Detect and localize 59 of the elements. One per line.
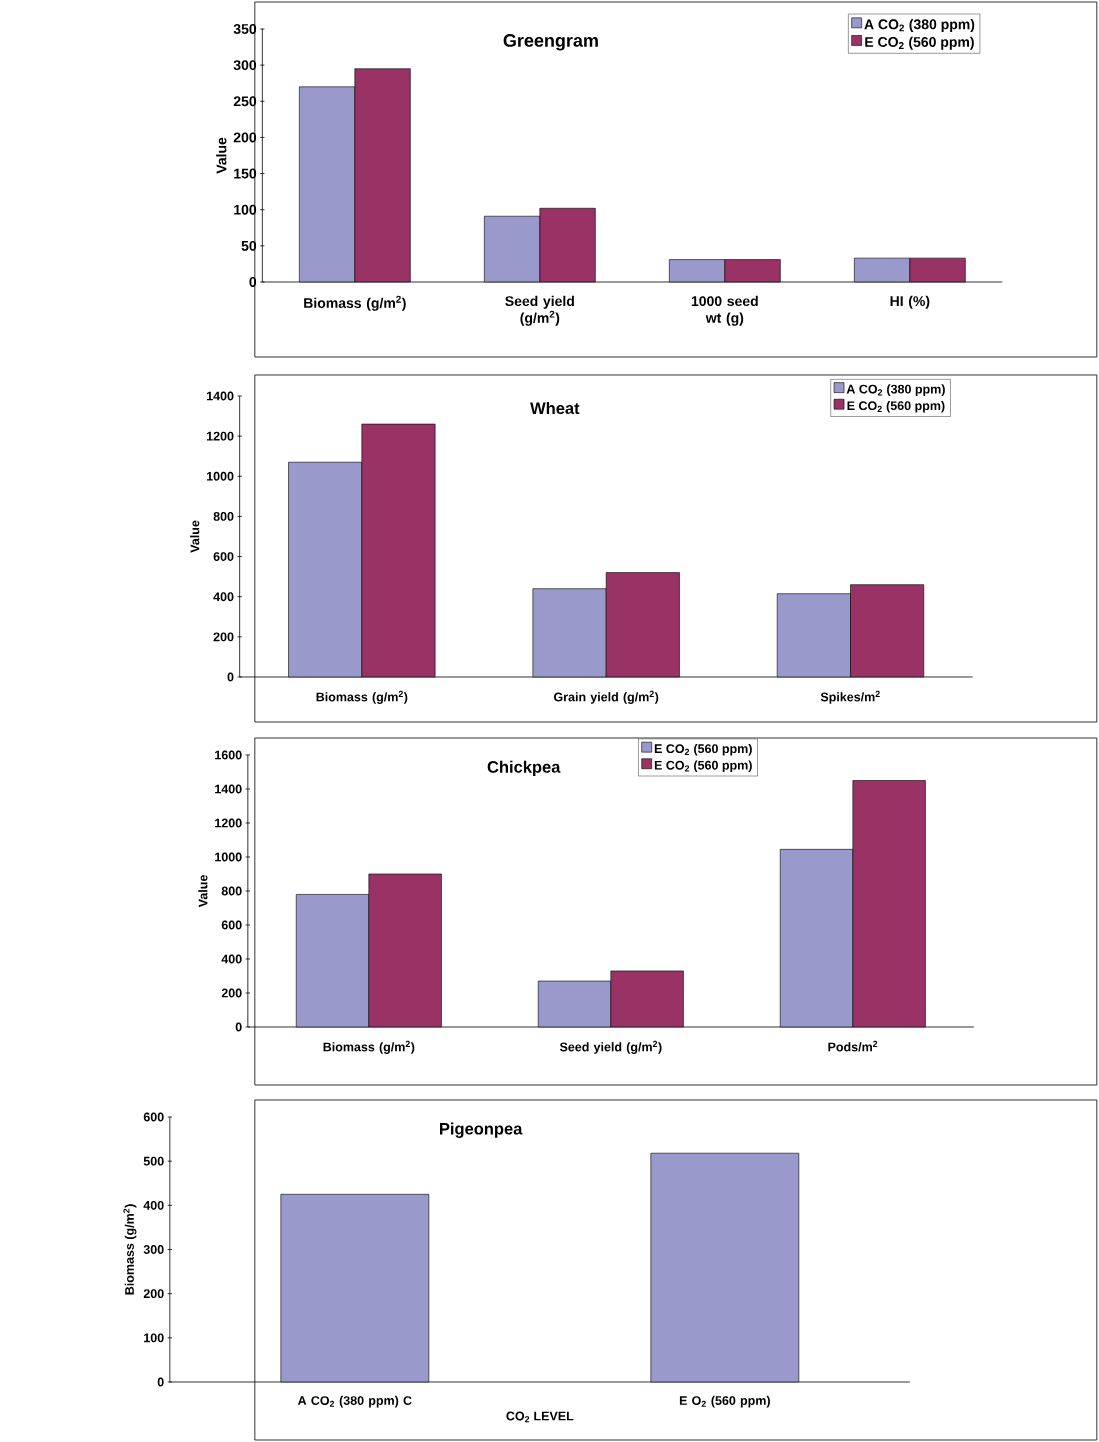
y-tick-label: 100 [144, 1333, 164, 1343]
x-tick-label: Spikes/m$^{2}$ [820, 690, 880, 704]
y-tick-label: 100 [234, 204, 257, 215]
x-tick-label: Biomass (g/m$^{2}$) [304, 295, 406, 311]
x-tick-label: Pods/m$^{2}$ [828, 1040, 878, 1052]
y-axis-title: Biomass (g/m$^{2}$) [123, 1204, 137, 1295]
legend-label: E CO$_{2}$ (560 ppm) [654, 760, 752, 773]
y-tick-label: 1600 [215, 750, 242, 760]
y-tick-label: 0 [235, 1022, 242, 1032]
y-tick-label: 0 [157, 1377, 164, 1387]
chart-title: Wheat [530, 401, 580, 415]
legend-label: E CO$_{2}$ (560 ppm) [847, 400, 945, 413]
y-tick-label: 1000 [207, 471, 234, 481]
y-tick-label: 600 [143, 1112, 164, 1122]
y-tick-label: 200 [221, 988, 242, 998]
y-axis-title: Value [216, 137, 227, 174]
x-tick-label: A CO$_{2}$ (380 ppm) C [298, 1395, 412, 1408]
x-tick-label: Seed yield (g/m$^{2}$) [505, 295, 574, 326]
y-tick-label: 500 [143, 1156, 164, 1166]
y-tick-label: 0 [249, 277, 257, 287]
x-tick-label: Seed yield (g/m$^{2}$) [559, 1040, 662, 1054]
y-tick-label: 1200 [207, 431, 234, 441]
y-axis-title: Value [198, 875, 208, 908]
x-axis-title: CO$_{2}$ LEVEL [506, 1411, 574, 1423]
x-tick-label: Biomass (g/m$^{2}$) [316, 690, 408, 704]
chart-title: Greengram [503, 34, 598, 51]
y-tick-label: 300 [233, 60, 257, 71]
y-tick-label: 400 [221, 954, 242, 964]
legend-label: E CO$_{2}$ (560 ppm) [865, 36, 974, 50]
y-tick-label: 200 [143, 1289, 164, 1299]
y-tick-label: 1200 [215, 818, 242, 828]
y-tick-label: 600 [221, 920, 242, 930]
y-tick-label: 400 [143, 1200, 164, 1210]
y-tick-label: 1400 [215, 784, 242, 794]
y-tick-label: 200 [213, 632, 234, 642]
y-tick-label: 350 [233, 24, 257, 34]
y-tick-label: 150 [234, 168, 257, 179]
y-tick-label: 1000 [215, 852, 242, 862]
y-tick-label: 200 [233, 132, 257, 143]
y-tick-label: 300 [143, 1245, 164, 1254]
y-tick-label: 800 [213, 512, 234, 521]
y-tick-label: 1400 [207, 391, 234, 401]
y-tick-label: 400 [213, 592, 234, 602]
legend-label: E CO$_{2}$ (560 ppm) [654, 743, 752, 756]
y-tick-label: 0 [227, 672, 234, 682]
chart-title: Pigeonpea [440, 1122, 523, 1138]
chart-title: Chickpea [487, 760, 561, 777]
x-tick-label: Biomass (g/m$^{2}$) [323, 1040, 415, 1054]
x-tick-label: 1000 seed wt (g) [691, 295, 758, 326]
y-tick-label: 250 [233, 96, 257, 107]
y-tick-label: 50 [241, 240, 257, 251]
y-tick-label: 600 [213, 552, 234, 561]
x-tick-label: HI (%) [890, 295, 930, 309]
legend-label: A CO$_{2}$ (380 ppm) [864, 19, 975, 33]
legend-label: A CO$_{2}$ (380 ppm) [846, 384, 945, 396]
x-tick-label: Grain yield (g/m$^{2}$) [554, 690, 659, 704]
y-tick-label: 800 [221, 886, 242, 896]
y-axis-title: Value [190, 520, 200, 553]
x-tick-label: E O$_{2}$ (560 ppm) [679, 1395, 771, 1408]
